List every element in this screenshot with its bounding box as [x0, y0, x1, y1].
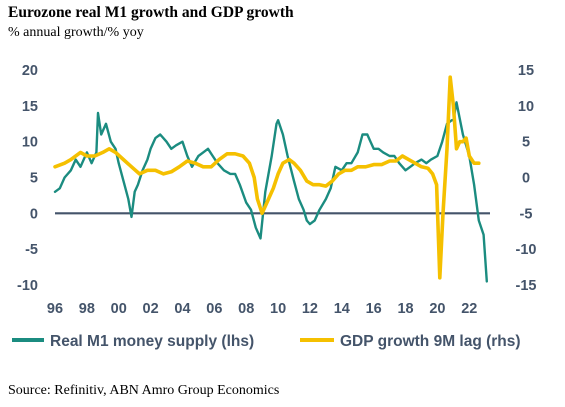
- right-tick-label: 5: [522, 135, 530, 151]
- right-tick-label: 15: [518, 63, 534, 79]
- chart-subtitle: % annual growth/% yoy: [8, 25, 144, 40]
- x-tick-label: 10: [270, 301, 286, 317]
- right-tick-label: -5: [520, 206, 533, 222]
- left-tick-label: 5: [30, 171, 38, 187]
- x-tick-label: 98: [79, 301, 95, 317]
- legend: Real M1 money supply (lhs) GDP growth 9M…: [12, 333, 521, 350]
- x-tick-label: 00: [111, 301, 127, 317]
- x-tick-label: 08: [238, 301, 254, 317]
- x-tick-label: 20: [429, 301, 445, 317]
- chart-title: Eurozone real M1 growth and GDP growth: [8, 4, 294, 21]
- x-axis-ticks: 96 98 00 02 04 06 08 10 12 14 16 18 20 22: [47, 301, 477, 317]
- left-tick-label: -5: [25, 242, 38, 258]
- left-tick-label: 10: [22, 135, 38, 151]
- left-tick-label: 15: [22, 99, 38, 115]
- x-tick-label: 96: [47, 301, 63, 317]
- x-tick-label: 12: [302, 301, 318, 317]
- legend-label-gdp: GDP growth 9M lag (rhs): [340, 333, 521, 350]
- right-tick-label: 10: [518, 99, 534, 115]
- legend-label-m1: Real M1 money supply (lhs): [50, 333, 254, 350]
- x-tick-label: 22: [461, 301, 477, 317]
- right-tick-label: -10: [516, 242, 537, 258]
- left-tick-label: 0: [30, 206, 38, 222]
- x-tick-label: 14: [334, 301, 350, 317]
- x-tick-label: 04: [174, 301, 190, 317]
- right-axis-ticks: 15 10 5 0 -5 -10 -15: [516, 63, 537, 294]
- left-tick-label: -10: [17, 278, 38, 294]
- x-tick-label: 18: [397, 301, 413, 317]
- series-line-gdp: [53, 75, 481, 280]
- left-axis-ticks: 20 15 10 5 0 -5 -10: [17, 63, 38, 294]
- x-tick-label: 16: [366, 301, 382, 317]
- plot-area: [53, 75, 490, 283]
- left-tick-label: 20: [22, 63, 38, 79]
- source-note: Source: Refinitiv, ABN Amro Group Econom…: [8, 383, 280, 398]
- x-tick-label: 06: [206, 301, 222, 317]
- right-tick-label: -15: [516, 278, 537, 294]
- x-tick-label: 02: [143, 301, 159, 317]
- right-tick-label: 0: [522, 171, 530, 187]
